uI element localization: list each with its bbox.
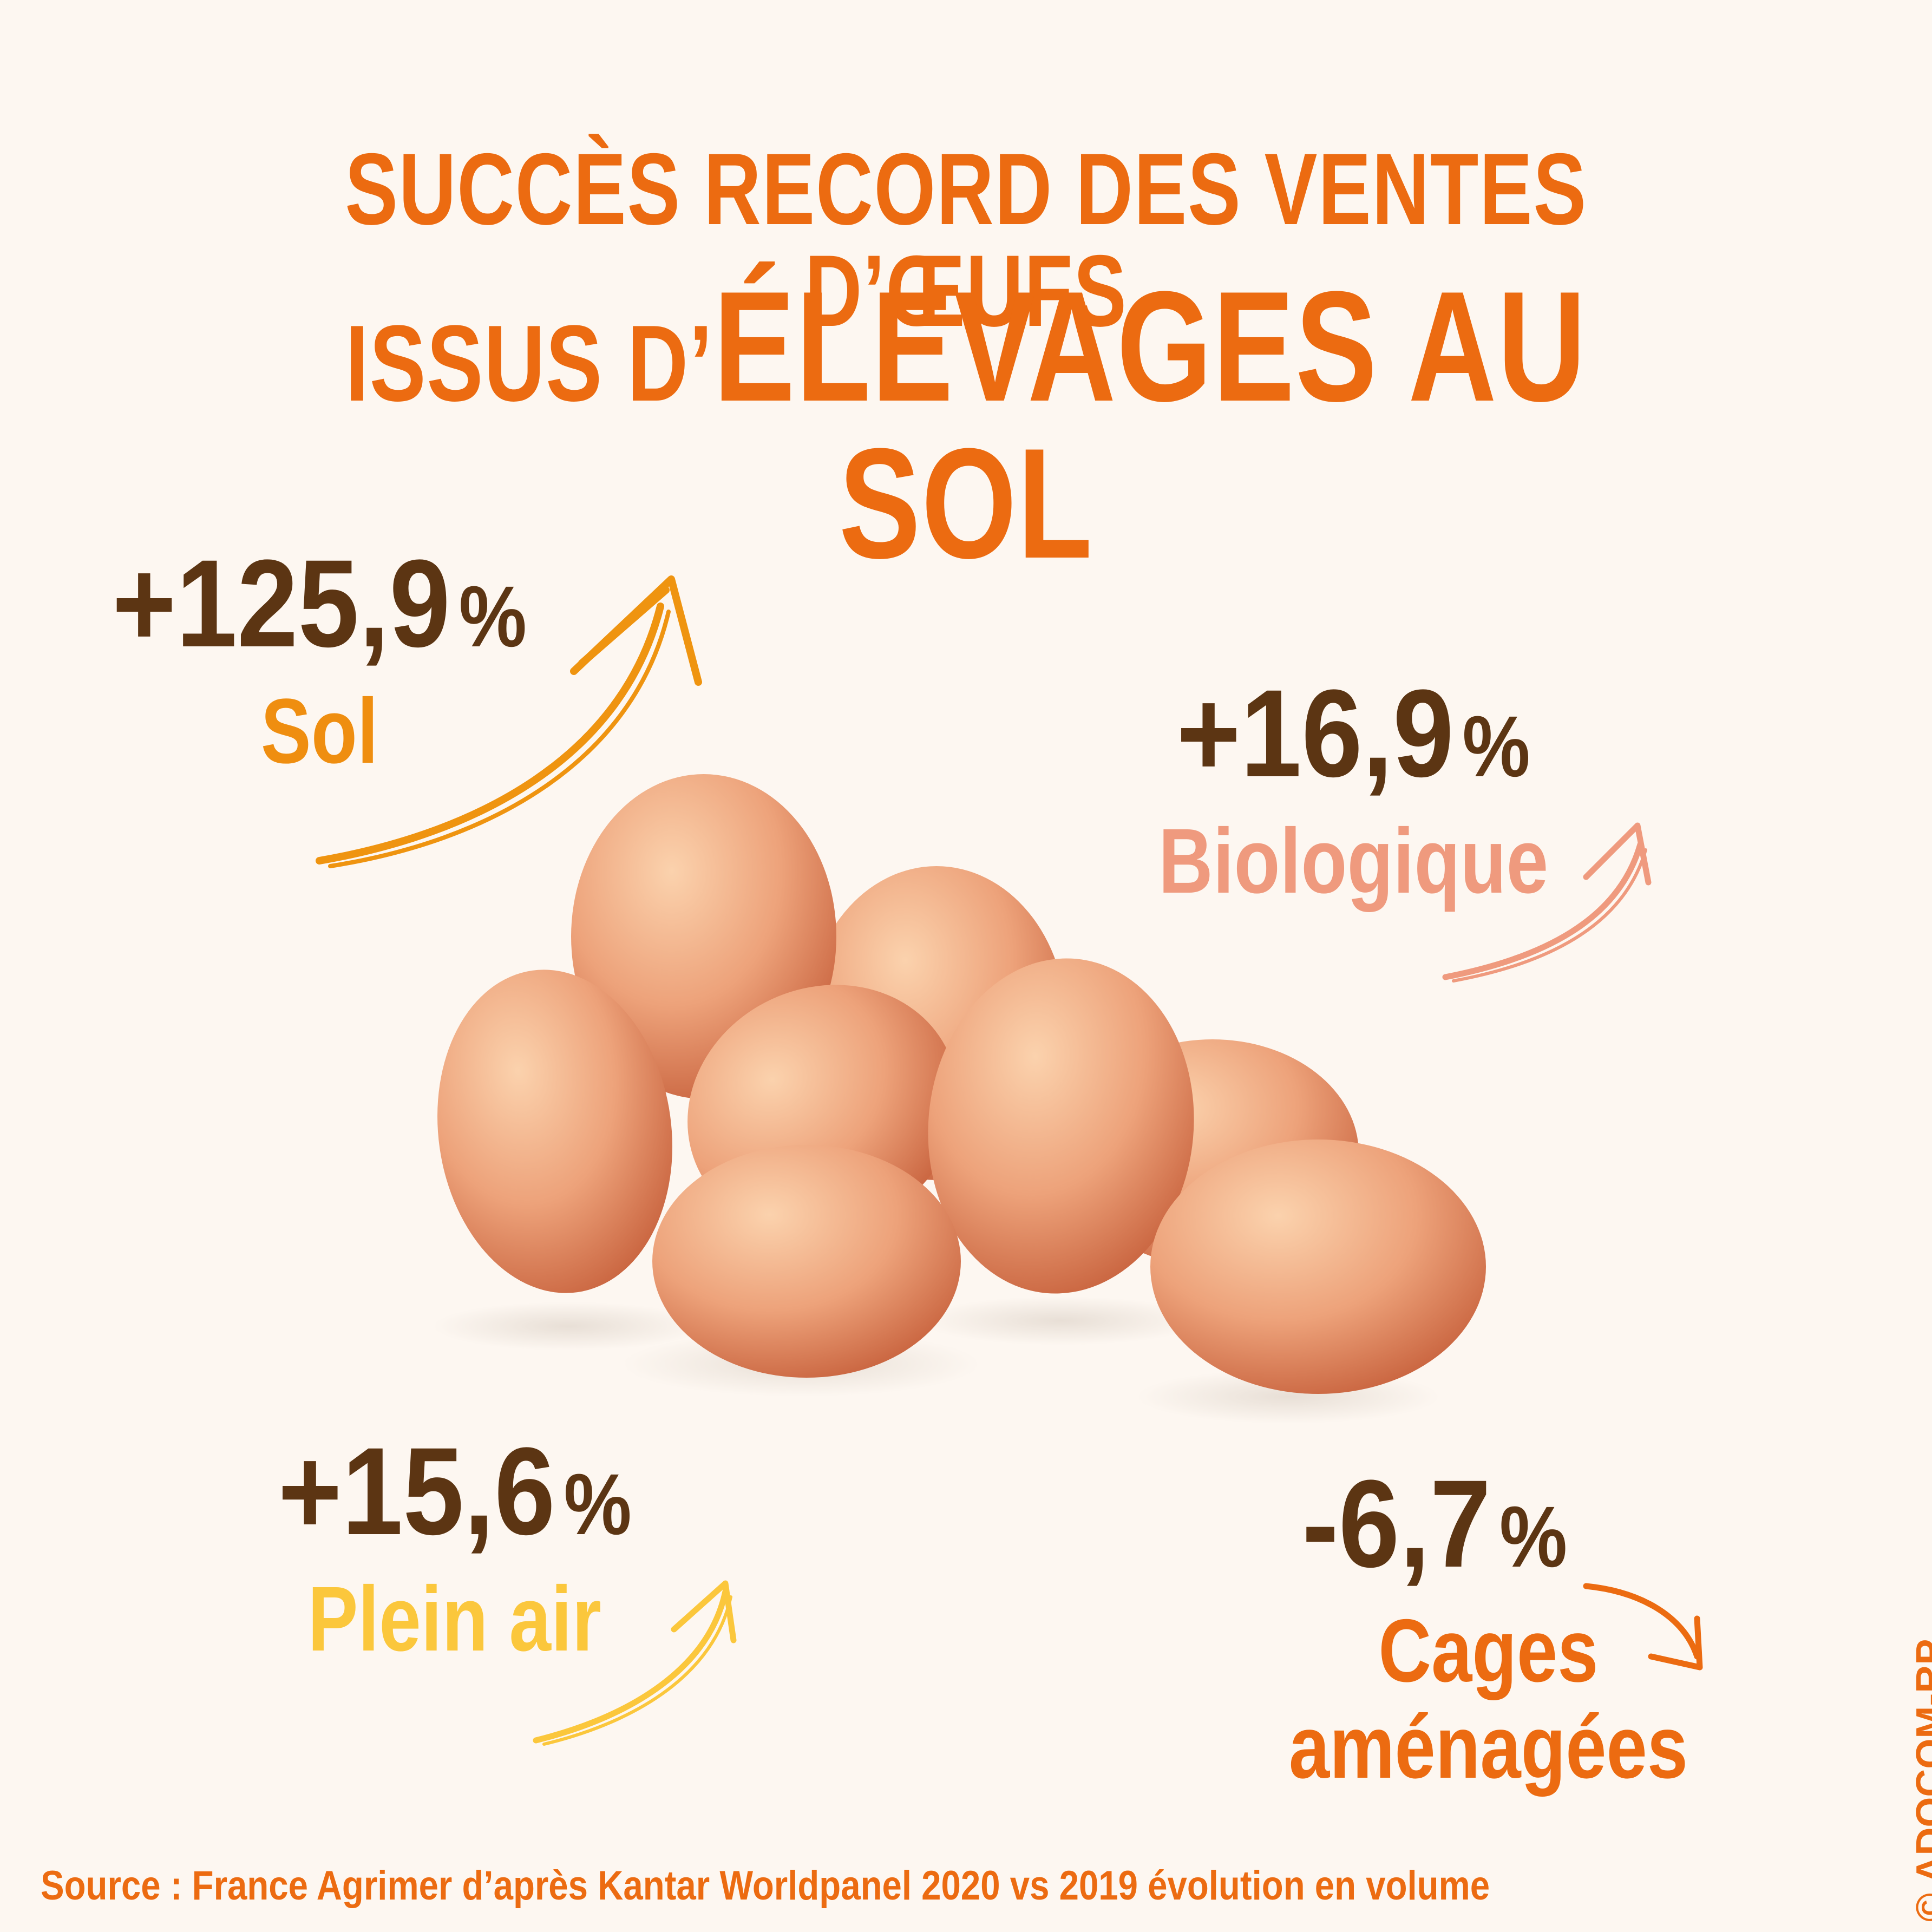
cages-down-arrow-icon (1583, 1583, 1703, 1671)
stat-plein-air-label: Plein air (307, 1568, 602, 1671)
stat-cages-label: Cages aménagées (1288, 1601, 1688, 1797)
title-line-2: ISSUS D’ÉLEVAGES AU SOL (213, 268, 1720, 582)
title-line-2-prefix: ISSUS D’ (345, 303, 713, 424)
stat-plein-air-value: +15,6% (278, 1422, 632, 1561)
stat-sol-label: Sol (260, 680, 378, 783)
stat-biologique-value: +16,9% (1176, 664, 1530, 803)
stat-biologique: +16,9% Biologique (1110, 671, 1597, 912)
stat-sol: +125,9% Sol (65, 541, 574, 782)
stat-biologique-label: Biologique (1158, 810, 1549, 913)
stat-plein-air: +15,6% Plein air (233, 1429, 677, 1669)
plein-air-up-arrow-icon (533, 1580, 737, 1746)
title-line-1: SUCCÈS RECORD DES VENTES D’ŒUFS (345, 132, 1587, 348)
stat-cages: -6,7% Cages aménagées (1245, 1454, 1688, 1796)
sol-up-arrow-icon (316, 575, 702, 868)
biologique-up-arrow-icon (1442, 822, 1652, 983)
stat-cages-value: -6,7% (1302, 1454, 1567, 1593)
egg (928, 958, 1194, 1294)
egg (652, 1145, 961, 1378)
copyright: © ADOCOM-RP (1909, 1639, 1932, 1922)
egg (1150, 1139, 1486, 1394)
brown-eggs-pile (433, 774, 1486, 1424)
source-note: Source : France Agrimer d’après Kantar W… (41, 1863, 1490, 1909)
egg (437, 970, 672, 1293)
title-line-2-emphasis: ÉLEVAGES AU SOL (713, 259, 1587, 591)
stat-sol-value: +125,9% (112, 534, 527, 673)
